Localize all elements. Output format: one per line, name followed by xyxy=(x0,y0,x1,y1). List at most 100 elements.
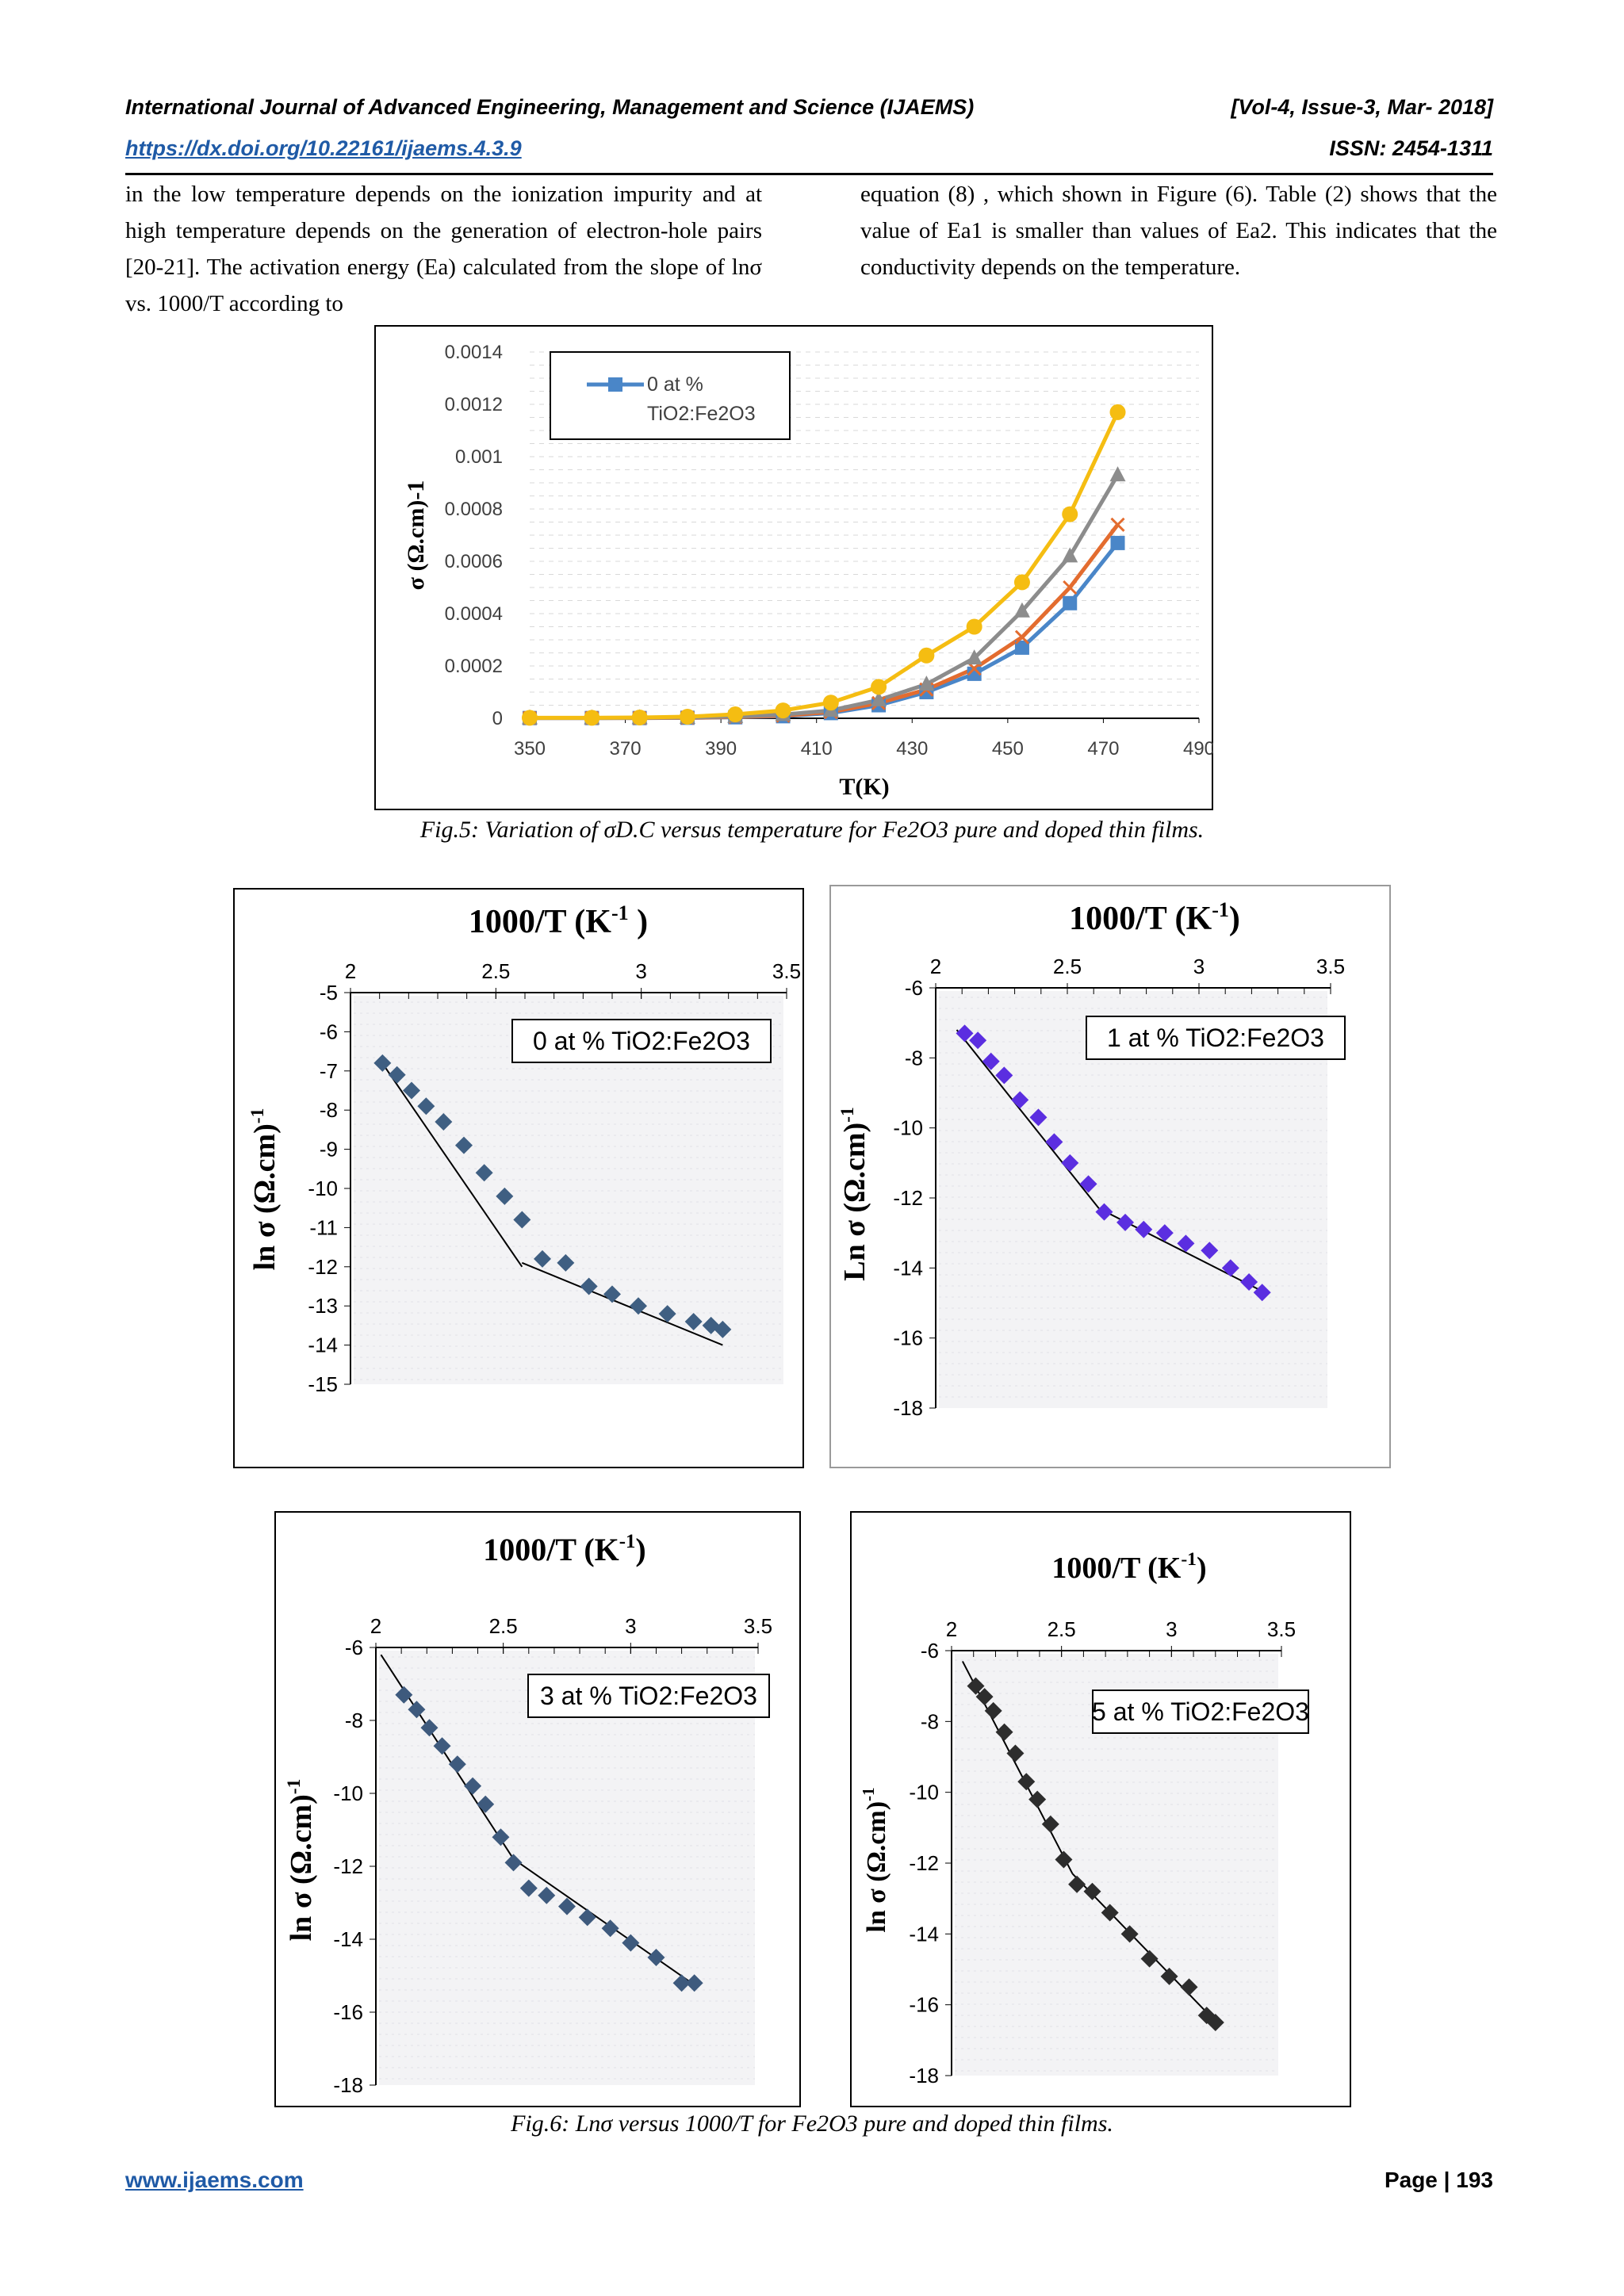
data-point xyxy=(1221,1259,1239,1277)
y-axis-label: ln σ (Ω.cm)-1 xyxy=(284,1779,318,1942)
legend: 0 at % TiO2:Fe2O3 xyxy=(511,1019,772,1063)
x-tick-label: 2 xyxy=(345,959,356,983)
data-point xyxy=(1041,1815,1059,1833)
legend-box xyxy=(527,1674,770,1718)
data-point xyxy=(1063,580,1078,595)
data-point xyxy=(1029,1108,1048,1127)
data-point xyxy=(918,647,935,664)
x-tick-label: 2 xyxy=(946,1617,957,1641)
data-point xyxy=(679,709,695,725)
y-tick-label: 0.001 xyxy=(455,446,503,468)
y-tick-label: -18 xyxy=(909,2064,939,2087)
data-point xyxy=(1079,1175,1097,1193)
data-point xyxy=(1201,1242,1219,1260)
legend: 1 at % TiO2:Fe2O3 xyxy=(1086,1016,1346,1060)
data-point xyxy=(995,1723,1013,1741)
y-tick-label: -15 xyxy=(308,1372,338,1396)
x-tick-label: 410 xyxy=(801,738,833,760)
y-tick-label: -8 xyxy=(905,1046,923,1070)
x-tick-label: 3.5 xyxy=(772,959,801,983)
legend-label: 1 at % TiO2:Fe2O3 xyxy=(1107,1024,1324,1052)
data-point xyxy=(1109,466,1126,482)
data-point xyxy=(631,710,648,726)
y-axis-label: σ (Ω.cm)-1 xyxy=(403,480,429,591)
fit-line xyxy=(512,1858,698,1988)
data-point xyxy=(1253,1284,1271,1302)
data-point xyxy=(1116,1213,1135,1231)
data-point xyxy=(464,1777,482,1795)
data-point xyxy=(1101,1904,1119,1922)
data-point xyxy=(513,1211,531,1229)
data-point xyxy=(475,1164,493,1182)
legend-box xyxy=(1086,1016,1346,1060)
data-point xyxy=(1068,1875,1086,1893)
data-point xyxy=(1140,1950,1159,1968)
data-point xyxy=(538,1886,556,1904)
legend-label: TiO2:Fe2O3 xyxy=(647,403,756,425)
fit-line xyxy=(521,1261,723,1346)
y-tick-label: -6 xyxy=(345,1636,363,1659)
x-tick-label: 3 xyxy=(1166,1617,1177,1641)
legend-box xyxy=(511,1019,772,1063)
data-point xyxy=(417,1097,435,1115)
figure-6a-chart: 2 2.5 3 3.5 -5 -6 -7 -8 -9 -10 -11 -12 -13 -14 -15 1000… xyxy=(233,888,804,1468)
y-tick-label: -12 xyxy=(909,1851,939,1875)
data-point xyxy=(1062,547,1078,563)
figure-6d-chart: 2 2.5 3 3.5 -6 -8 -10 -12 -14 -16 -18 1000/T (K-1) l… xyxy=(850,1511,1351,2107)
data-point xyxy=(714,1320,732,1338)
data-point xyxy=(967,666,982,681)
figure-5-caption: Fig.5: Variation of σD.C versus temperat… xyxy=(419,817,1205,843)
data-point xyxy=(871,679,887,695)
legend: 0 at % TiO2:Fe2O3 xyxy=(550,351,791,440)
y-tick-label: -18 xyxy=(893,1396,923,1420)
data-point xyxy=(822,695,839,711)
data-point xyxy=(1160,1967,1178,1985)
y-tick-label: -6 xyxy=(921,1639,939,1663)
y-tick-label: -10 xyxy=(308,1177,338,1200)
legend-label: 5 at % TiO2:Fe2O3 xyxy=(1092,1697,1309,1726)
y-tick-label: -12 xyxy=(333,1854,363,1878)
y-tick-label: -7 xyxy=(320,1059,338,1083)
data-point xyxy=(727,706,744,723)
data-point xyxy=(1180,1978,1198,1996)
data-point xyxy=(1240,1273,1258,1291)
data-point xyxy=(420,1719,439,1737)
data-point xyxy=(395,1686,413,1704)
data-point xyxy=(1206,2014,1224,2031)
y-tick-label: -14 xyxy=(893,1256,923,1280)
data-point xyxy=(403,1081,420,1100)
data-point xyxy=(455,1136,473,1154)
doi-link[interactable]: https://dx.doi.org/10.22161/ijaems.4.3.9 xyxy=(125,136,522,160)
plot-background xyxy=(939,991,1327,1408)
data-point xyxy=(871,691,887,706)
x-tick-label: 2.5 xyxy=(481,959,510,983)
issn: ISSN: 2454-1311 xyxy=(1329,136,1493,160)
chart-frame xyxy=(374,325,1213,810)
data-point xyxy=(775,702,791,719)
y-tick-label: 0.0004 xyxy=(445,603,503,625)
body-right-column: equation (8) , which shown in Figure (6)… xyxy=(860,182,1497,280)
data-point xyxy=(1013,574,1030,591)
footer-website[interactable]: www.ijaems.com xyxy=(125,2168,304,2192)
data-point xyxy=(1017,1773,1036,1791)
y-axis-label: ln σ (Ω.cm)-1 xyxy=(859,1787,891,1932)
data-point xyxy=(647,1949,665,1966)
figure-5-chart: 0 0.0002 0.0004 0.0006 0.0008 0.001 0.0012 0.00… xyxy=(374,325,1213,810)
x-tick-label: 3.5 xyxy=(1267,1617,1296,1641)
legend: 3 at % TiO2:Fe2O3 xyxy=(527,1674,770,1718)
data-point xyxy=(1011,1091,1029,1109)
data-point xyxy=(504,1854,523,1872)
y-tick-label: -8 xyxy=(320,1098,338,1122)
y-tick-label: -16 xyxy=(909,1993,939,2017)
volume-info: [Vol-4, Issue-3, Mar- 2018] xyxy=(1231,95,1493,119)
legend-label: 0 at % xyxy=(647,373,703,396)
figure-6c-chart: 2 2.5 3 3.5 -6 -8 -10 -12 -14 -16 -18 1000/T (K-1) l… xyxy=(274,1511,801,2107)
x-tick-label: 2 xyxy=(370,1614,381,1638)
legend-marker xyxy=(608,377,622,392)
legend: 5 at % TiO2:Fe2O3 xyxy=(1092,1689,1309,1734)
y-axis-label: Ln σ (Ω.cm)-1 xyxy=(837,1107,871,1281)
data-point xyxy=(995,1066,1013,1085)
x-tick-label: 430 xyxy=(896,738,928,760)
fit-line xyxy=(956,1029,1100,1209)
data-point xyxy=(388,1066,406,1084)
